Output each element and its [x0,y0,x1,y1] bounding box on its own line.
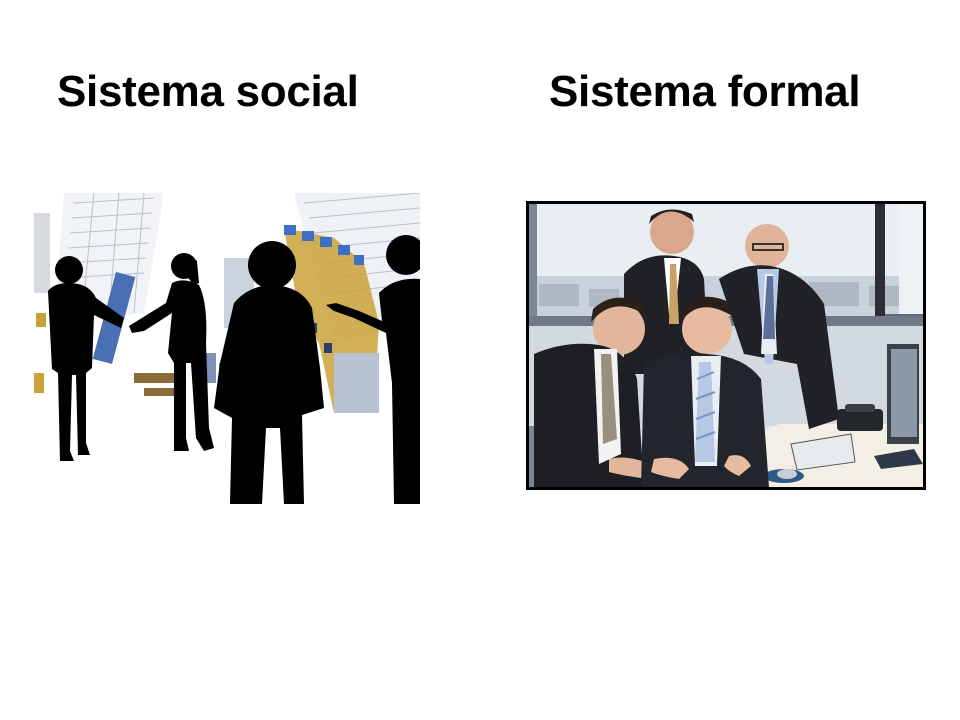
desk-phone [837,404,883,431]
people-silhouettes [48,235,420,504]
computer-monitor [874,344,923,469]
office-team-illustration [529,204,923,487]
office-team-photo [526,201,926,490]
title-sistema-social: Sistema social [57,67,359,116]
man-standing-right [719,224,839,429]
man-front-right [641,296,769,487]
business-silhouettes-image [34,193,420,504]
title-sistema-formal: Sistema formal [549,67,861,116]
mouse [777,469,797,479]
keyboard [790,433,856,471]
silhouettes-illustration [34,193,420,504]
man-front-left [534,297,654,487]
